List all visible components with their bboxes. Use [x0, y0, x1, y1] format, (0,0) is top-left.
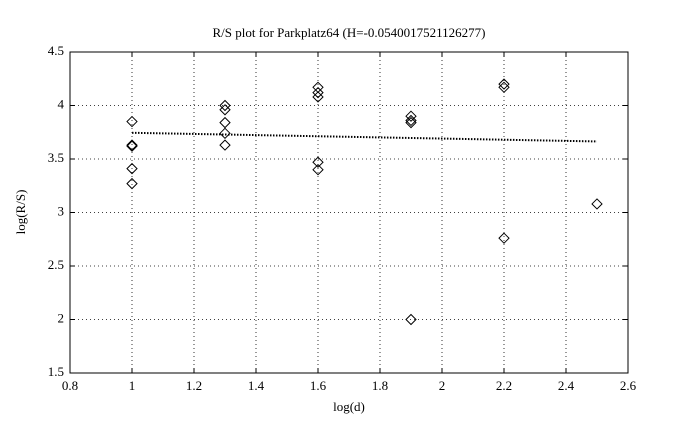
y-tick-label: 3: [58, 203, 65, 218]
diamond-marker: [126, 115, 138, 128]
plot-frame: [69, 51, 629, 374]
diamond-marker: [405, 110, 417, 122]
diamond-marker: [498, 232, 510, 244]
diamond-marker: [126, 177, 138, 190]
diamond-marker: [219, 127, 231, 140]
diamond-marker: [498, 81, 510, 94]
x-tick-label: 1.4: [248, 378, 265, 393]
diamond-marker: [219, 104, 231, 116]
diamond-marker: [405, 116, 417, 129]
diamond-marker: [312, 86, 324, 99]
diamond-marker: [219, 139, 231, 151]
diamond-marker: [312, 156, 324, 168]
x-tick-label: 1.6: [310, 378, 327, 393]
x-tick-label: 0.8: [62, 378, 78, 393]
x-tick-label: 2.6: [620, 378, 637, 393]
diamond-marker: [498, 78, 510, 90]
x-tick-label: 1.2: [186, 378, 202, 393]
x-tick-label: 2: [439, 378, 446, 393]
diamond-marker: [126, 162, 138, 175]
chart-title: R/S plot for Parkplatz64 (H=-0.054001752…: [213, 25, 486, 40]
x-tick-label: 2.2: [496, 378, 512, 393]
diamond-marker: [591, 198, 603, 210]
y-tick-label: 3.5: [48, 150, 64, 165]
y-tick-label: 4: [58, 96, 65, 111]
x-tick-label: 1.8: [372, 378, 388, 393]
y-tick-label: 2.5: [48, 257, 64, 272]
diamond-marker: [126, 139, 138, 151]
diamond-marker: [312, 163, 324, 176]
diamond-marker: [126, 140, 138, 152]
y-tick-label: 2: [58, 310, 65, 325]
y-tick-label: 1.5: [48, 364, 64, 379]
x-axis-label: log(d): [333, 399, 365, 414]
x-tick-label: 1: [129, 378, 136, 393]
diamond-marker: [405, 313, 417, 326]
y-tick-label: 4.5: [48, 43, 64, 58]
y-axis-label: log(R/S): [13, 190, 28, 235]
diamond-marker: [219, 99, 231, 112]
diamond-marker: [312, 91, 324, 103]
x-tick-label: 2.4: [558, 378, 575, 393]
diamond-marker: [405, 114, 417, 127]
fit-line: [131, 131, 598, 143]
